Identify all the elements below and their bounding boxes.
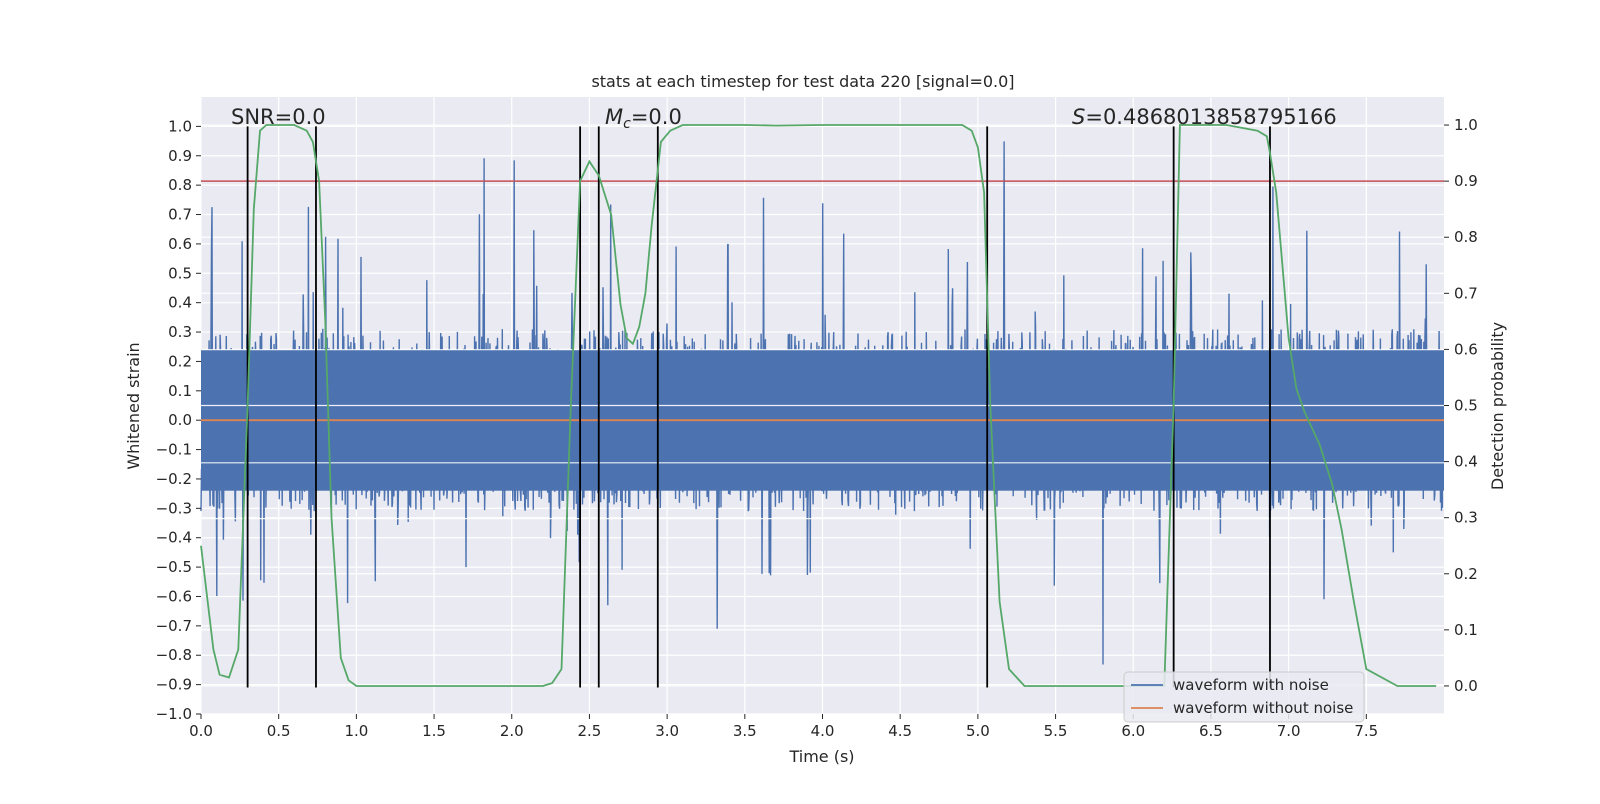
left-tick-label: 0.1 — [168, 382, 192, 400]
right-tick-label: 0.9 — [1454, 172, 1478, 190]
s-symbol: S — [1072, 105, 1085, 129]
left-tick-label: −0.3 — [156, 499, 192, 517]
x-tick-label: 4.0 — [811, 722, 835, 740]
left-tick-label: −0.1 — [156, 441, 192, 459]
x-tick-label: 3.5 — [733, 722, 757, 740]
right-axis-label: Detection probability — [1488, 322, 1507, 490]
left-tick-label: 0.0 — [168, 411, 192, 429]
left-axis-ticks: −1.0 −0.9 −0.8 −0.7 −0.6 −0.5 −0.4 −0.3 −0.2 −0.1… — [156, 117, 201, 723]
snr-annotation: SNR=0.0 — [231, 105, 326, 129]
x-axis-label: Time (s) — [788, 747, 854, 766]
right-tick-label: 0.0 — [1454, 677, 1478, 695]
right-tick-label: 0.5 — [1454, 397, 1478, 415]
left-tick-label: 1.0 — [168, 117, 192, 135]
left-tick-label: −0.6 — [156, 587, 192, 605]
left-tick-label: −0.4 — [156, 529, 192, 547]
x-tick-label: 7.5 — [1354, 722, 1378, 740]
right-tick-label: 0.6 — [1454, 340, 1478, 358]
s-value: =0.4868013858795166 — [1085, 105, 1336, 129]
right-tick-label: 0.4 — [1454, 453, 1478, 471]
x-tick-label: 6.0 — [1121, 722, 1145, 740]
left-tick-label: 0.9 — [168, 147, 192, 165]
right-tick-label: 0.2 — [1454, 565, 1478, 583]
x-tick-label: 7.0 — [1277, 722, 1301, 740]
chart-title: stats at each timestep for test data 220… — [591, 72, 1014, 91]
left-axis-label: Whitened strain — [124, 342, 143, 469]
right-axis-ticks: 0.0 0.1 0.2 0.3 0.4 0.5 0.6 0.7 0.8 0.9 1.0 — [1444, 116, 1478, 695]
s-annotation: S=0.4868013858795166 — [1072, 105, 1337, 129]
detection-probability-line — [200, 124, 1437, 687]
left-tick-label: 0.7 — [168, 206, 192, 224]
x-tick-label: 6.5 — [1199, 722, 1223, 740]
x-tick-label: 0.5 — [267, 722, 291, 740]
right-tick-label: 1.0 — [1454, 116, 1478, 134]
right-tick-label: 0.8 — [1454, 228, 1478, 246]
left-tick-label: −0.8 — [156, 646, 192, 664]
x-tick-label: 2.0 — [500, 722, 524, 740]
x-axis-ticks: 0.0 0.5 1.0 1.5 2.0 2.5 3.0 3.5 4.0 4.5 5.0 5.5 6.0 6… — [189, 714, 1378, 740]
chirp-mass-value: =0.0 — [631, 105, 682, 129]
x-tick-label: 0.0 — [189, 722, 213, 740]
left-tick-label: 0.4 — [168, 294, 192, 312]
x-tick-label: 1.0 — [344, 722, 368, 740]
left-tick-label: 0.5 — [168, 264, 192, 282]
x-tick-label: 4.5 — [888, 722, 912, 740]
left-tick-label: 0.2 — [168, 352, 192, 370]
left-tick-label: 0.6 — [168, 235, 192, 253]
x-tick-label: 5.5 — [1044, 722, 1068, 740]
chirp-mass-annotation: Mc=0.0 — [605, 105, 682, 132]
left-tick-label: 0.3 — [168, 323, 192, 341]
legend-label-noise: waveform with noise — [1173, 676, 1329, 694]
left-tick-label: 0.8 — [168, 176, 192, 194]
left-tick-label: −1.0 — [156, 705, 192, 723]
left-tick-label: −0.7 — [156, 617, 192, 635]
x-tick-label: 5.0 — [966, 722, 990, 740]
legend-label-clean: waveform without noise — [1173, 699, 1353, 717]
overlay-lines — [200, 124, 1444, 688]
right-tick-label: 0.7 — [1454, 284, 1478, 302]
x-tick-label: 3.0 — [655, 722, 679, 740]
left-tick-label: −0.9 — [156, 676, 192, 694]
right-tick-label: 0.1 — [1454, 621, 1478, 639]
chirp-mass-subscript: c — [623, 116, 631, 132]
x-tick-label: 2.5 — [578, 722, 602, 740]
chirp-mass-symbol: M — [605, 105, 623, 129]
x-tick-label: 1.5 — [422, 722, 446, 740]
left-tick-label: −0.5 — [156, 558, 192, 576]
legend: waveform with noise waveform without noi… — [1123, 671, 1365, 723]
right-tick-label: 0.3 — [1454, 509, 1478, 527]
left-tick-label: −0.2 — [156, 470, 192, 488]
